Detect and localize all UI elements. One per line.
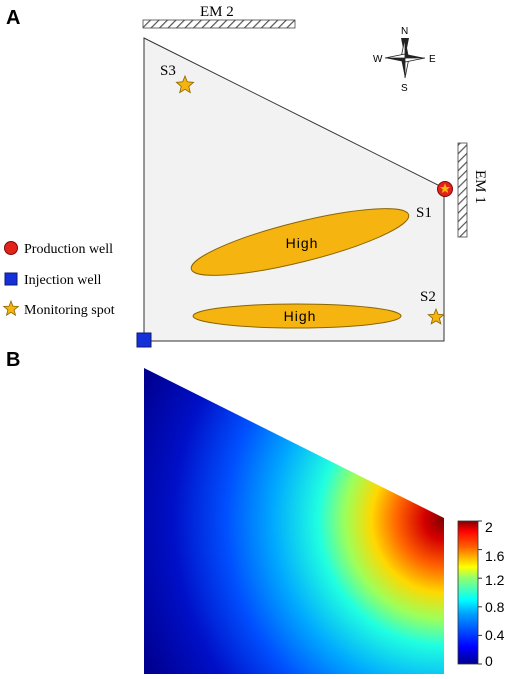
field-heatmap bbox=[144, 368, 444, 674]
panel-b-label: B bbox=[6, 349, 20, 371]
compass-rose-icon bbox=[384, 37, 426, 79]
legend-monitoring-label: Monitoring spot bbox=[24, 303, 115, 318]
panel-a-label: A bbox=[6, 7, 20, 29]
colorbar-tick-label: 1.2 bbox=[485, 572, 505, 588]
compass-e: E bbox=[429, 54, 436, 65]
compass-s: S bbox=[401, 83, 408, 94]
spot-s2-label: S2 bbox=[420, 289, 436, 305]
high-zone-upper bbox=[190, 208, 410, 276]
spot-s3-star-icon bbox=[175, 74, 195, 94]
legend-injection-icon bbox=[4, 272, 18, 286]
legend-injection-label: Injection well bbox=[24, 273, 101, 288]
high-zone-upper-label: High bbox=[286, 235, 319, 251]
legend-production-label: Production well bbox=[24, 242, 113, 257]
colorbar bbox=[457, 520, 479, 665]
injection-well-icon bbox=[136, 332, 152, 348]
em1-hatch bbox=[457, 142, 468, 238]
colorbar-tick-label: 1.6 bbox=[485, 548, 505, 564]
colorbar-tick-label: 2 bbox=[485, 519, 493, 535]
colorbar-ticks: 2 1.6 1.2 0.8 0.4 0 bbox=[478, 519, 505, 669]
high-zone-lower-label: High bbox=[284, 308, 317, 324]
em2-hatch bbox=[142, 19, 296, 29]
compass-n: N bbox=[401, 26, 408, 37]
em1-label: EM 1 bbox=[472, 170, 488, 204]
compass-w: W bbox=[373, 54, 383, 65]
legend-monitoring-icon bbox=[2, 299, 20, 317]
spot-s1-label: S1 bbox=[416, 205, 432, 221]
high-zone-lower bbox=[192, 303, 402, 329]
colorbar-tick-label: 0.8 bbox=[485, 599, 505, 615]
panel-b: B 2 1.6 1.2 0.8 0.4 0 bbox=[6, 349, 505, 674]
legend-production-icon bbox=[4, 241, 18, 255]
spot-s2-star-icon bbox=[427, 307, 445, 325]
em2-label: EM 2 bbox=[200, 4, 234, 20]
spot-s1-star-icon bbox=[440, 183, 450, 193]
colorbar-tick-label: 0.4 bbox=[485, 627, 505, 643]
colorbar-tick-label: 0 bbox=[485, 653, 493, 669]
spot-s3-label: S3 bbox=[160, 63, 176, 79]
legend: Production well Injection well Monitorin… bbox=[2, 241, 115, 318]
panel-a: A EM 2 EM 1 N S E W High High bbox=[2, 4, 488, 348]
